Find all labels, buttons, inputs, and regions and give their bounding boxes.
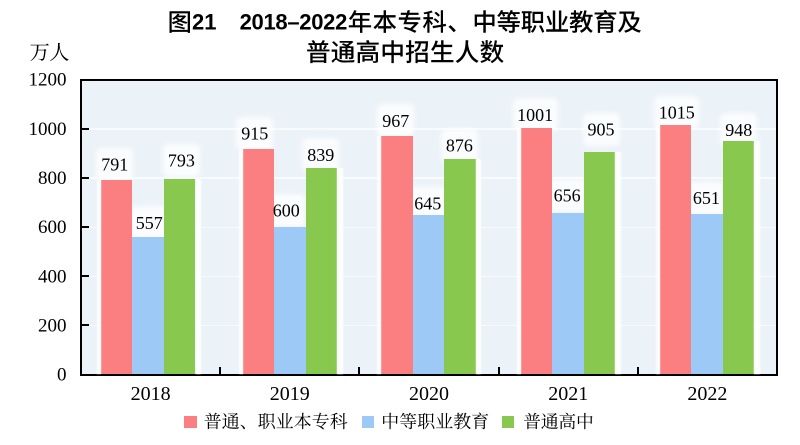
svg-text:876: 876 <box>446 135 473 155</box>
svg-text:793: 793 <box>168 151 195 171</box>
svg-text:200: 200 <box>38 316 67 337</box>
svg-text:1000: 1000 <box>29 119 67 140</box>
svg-text:600: 600 <box>273 201 300 221</box>
svg-text:2018–2022: 2018–2022 <box>240 9 347 34</box>
svg-text:21: 21 <box>192 9 216 34</box>
svg-text:600: 600 <box>38 217 67 238</box>
svg-text:651: 651 <box>693 188 720 208</box>
svg-text:0: 0 <box>57 365 67 386</box>
svg-text:645: 645 <box>414 194 441 214</box>
svg-text:948: 948 <box>725 120 752 140</box>
svg-text:2019: 2019 <box>270 383 310 405</box>
svg-text:839: 839 <box>307 145 334 165</box>
svg-text:557: 557 <box>136 213 163 233</box>
svg-text:905: 905 <box>588 120 615 140</box>
svg-text:791: 791 <box>101 155 128 175</box>
svg-text:915: 915 <box>241 124 268 144</box>
svg-text:2020: 2020 <box>409 383 449 405</box>
svg-text:1015: 1015 <box>659 102 695 122</box>
svg-text:656: 656 <box>554 185 581 205</box>
svg-text:2018: 2018 <box>131 383 171 405</box>
svg-text:1200: 1200 <box>29 70 67 91</box>
svg-text:967: 967 <box>382 111 409 131</box>
svg-text:2021: 2021 <box>548 383 588 405</box>
svg-text:400: 400 <box>38 266 67 287</box>
svg-text:1001: 1001 <box>517 105 553 125</box>
svg-text:2022: 2022 <box>687 383 727 405</box>
svg-text:800: 800 <box>38 168 67 189</box>
